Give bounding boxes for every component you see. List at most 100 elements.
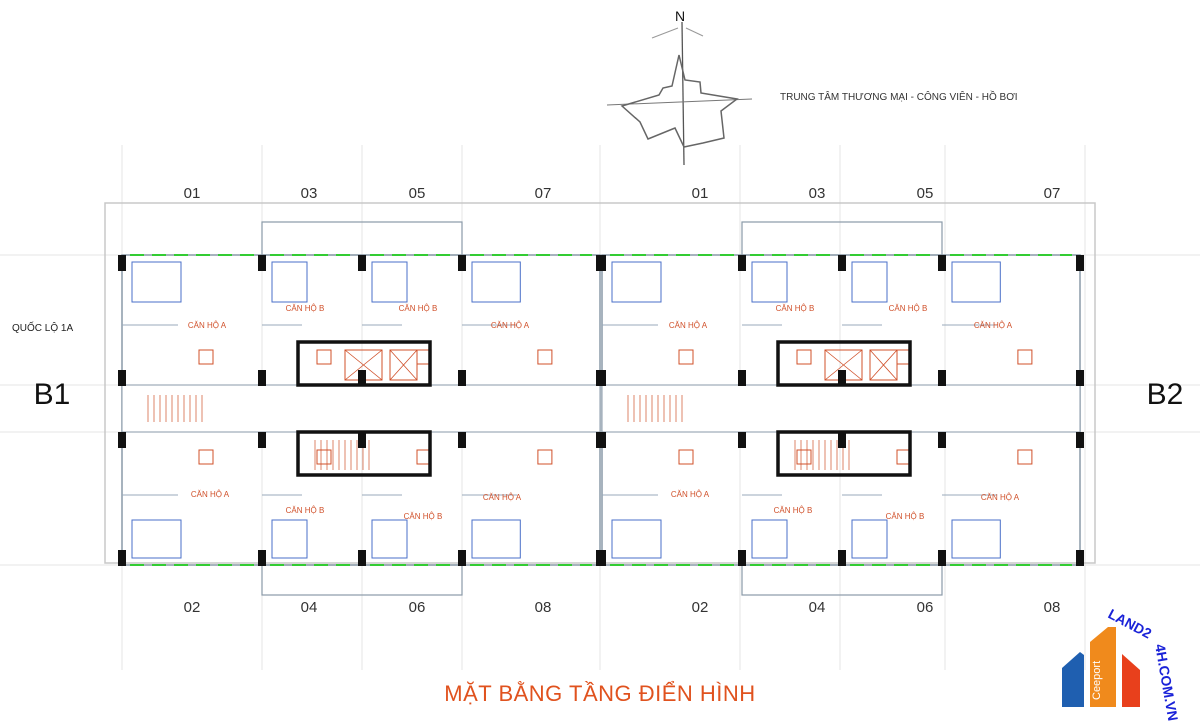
- unit-number: 02: [184, 599, 201, 616]
- elevator-icon: [344, 349, 383, 381]
- bed-icon: [951, 519, 1001, 559]
- apartment-label-b: CĂN HỘ B: [889, 304, 928, 313]
- apartment-label-a: CĂN HỘ A: [974, 321, 1013, 330]
- north-label: N: [675, 8, 685, 24]
- apartment-label-b: CĂN HỘ B: [286, 304, 325, 313]
- column: [598, 550, 606, 566]
- toilet-icon: [1017, 449, 1033, 465]
- column: [598, 432, 606, 448]
- bed-icon: [131, 261, 182, 303]
- column: [938, 550, 946, 566]
- toilet-icon: [198, 449, 214, 465]
- bed-icon: [271, 261, 308, 303]
- bed-icon: [131, 519, 182, 559]
- toilet-icon: [678, 349, 694, 365]
- unit-numbers-bottom: 02 04 06 08 02 04 06 08: [184, 599, 1061, 616]
- apartment-labels: CĂN HỘ A CĂN HỘ B CĂN HỘ B CĂN HỘ A CĂN …: [188, 304, 1020, 521]
- bed-icon: [471, 261, 521, 303]
- toilet-icon: [678, 449, 694, 465]
- column: [258, 255, 266, 271]
- unit-number: 07: [535, 185, 552, 202]
- logo-site: 4H.COM.VN: [1152, 643, 1181, 721]
- unit-number: 01: [692, 185, 709, 202]
- column: [1076, 255, 1084, 271]
- building-outline: [104, 202, 1096, 596]
- corridor: [601, 384, 1081, 433]
- column: [458, 550, 466, 566]
- bed-icon: [851, 519, 888, 559]
- column: [738, 550, 746, 566]
- column: [118, 255, 126, 271]
- bed-icon: [951, 261, 1001, 303]
- balcony: [741, 564, 943, 596]
- column: [738, 370, 746, 386]
- column: [118, 550, 126, 566]
- column: [458, 255, 466, 271]
- unit-number: 01: [184, 185, 201, 202]
- apartment-label-a: CĂN HỘ A: [671, 490, 710, 499]
- apartment-label-a: CĂN HỘ A: [669, 321, 708, 330]
- column: [358, 370, 366, 386]
- block-label-b2: B2: [1147, 378, 1184, 411]
- elevator-icon: [869, 349, 898, 381]
- bed-icon: [751, 519, 788, 559]
- column: [598, 255, 606, 271]
- bed-icon: [371, 519, 408, 559]
- unit-number: 06: [409, 599, 426, 616]
- bed-icon: [611, 519, 662, 559]
- column: [358, 550, 366, 566]
- toilet-icon: [316, 449, 332, 465]
- bed-icon: [371, 261, 408, 303]
- column: [938, 432, 946, 448]
- apartment-label-a: CĂN HỘ A: [491, 321, 530, 330]
- apartment-label-a: CĂN HỘ A: [188, 321, 227, 330]
- column: [838, 255, 846, 271]
- column: [358, 255, 366, 271]
- column: [838, 432, 846, 448]
- logo-brand: Ceeport: [1091, 661, 1103, 700]
- balcony: [741, 221, 943, 256]
- column: [1076, 370, 1084, 386]
- column: [938, 370, 946, 386]
- column: [738, 255, 746, 271]
- column: [1076, 550, 1084, 566]
- unit-number: 03: [301, 185, 318, 202]
- toilet-icon: [1017, 349, 1033, 365]
- column: [258, 370, 266, 386]
- elevator-icon: [389, 349, 418, 381]
- column: [838, 370, 846, 386]
- column: [358, 432, 366, 448]
- unit-number: 06: [917, 599, 934, 616]
- bed-icon: [471, 519, 521, 559]
- apartment-label-a: CĂN HỘ A: [483, 493, 522, 502]
- unit-number: 03: [809, 185, 826, 202]
- unit-number: 04: [809, 599, 826, 616]
- apartment-label-a: CĂN HỘ A: [981, 493, 1020, 502]
- column: [938, 255, 946, 271]
- bed-icon: [271, 519, 308, 559]
- unit-number: 05: [917, 185, 934, 202]
- column: [838, 550, 846, 566]
- apartment-label-b: CĂN HỘ B: [886, 512, 925, 521]
- unit-numbers-top: 01 03 05 07 01 03 05 07: [184, 185, 1061, 202]
- toilet-icon: [316, 349, 332, 365]
- unit-number: 07: [1044, 185, 1061, 202]
- unit-number: 05: [409, 185, 426, 202]
- apartment-label-b: CĂN HỘ B: [776, 304, 815, 313]
- bed-icon: [851, 261, 888, 303]
- apartment-label-b: CĂN HỘ B: [286, 506, 325, 515]
- apartment-label-a: CĂN HỘ A: [191, 490, 230, 499]
- toilet-icon: [537, 349, 553, 365]
- column: [118, 432, 126, 448]
- plan-title: MẶT BẰNG TẦNG ĐIỂN HÌNH: [444, 681, 755, 706]
- apartment-label-b: CĂN HỘ B: [399, 304, 438, 313]
- unit-number: 04: [301, 599, 318, 616]
- toilet-icon: [198, 349, 214, 365]
- column: [258, 550, 266, 566]
- column: [118, 370, 126, 386]
- apartment-label-b: CĂN HỘ B: [404, 512, 443, 521]
- unit-number: 08: [1044, 599, 1061, 616]
- unit-number: 08: [535, 599, 552, 616]
- elevator-icon: [824, 349, 863, 381]
- bed-icon: [611, 261, 662, 303]
